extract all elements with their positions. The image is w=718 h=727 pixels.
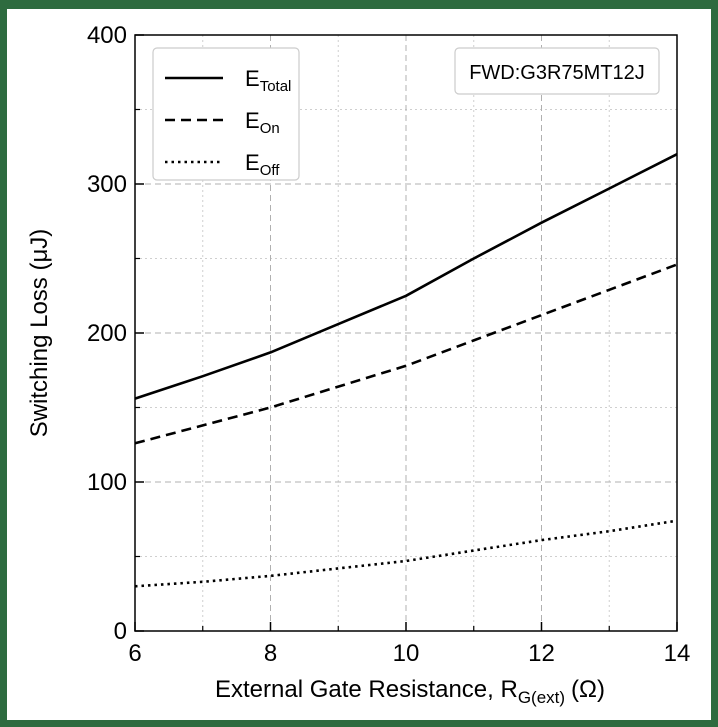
y-axis-label: Switching Loss (μJ)	[26, 229, 53, 438]
x-axis-label-unit: (Ω)	[571, 676, 605, 703]
y-tick-label: 300	[87, 171, 127, 198]
device-annotation: FWD:G3R75MT12J	[454, 47, 660, 95]
legend-label-on: EOn	[245, 108, 280, 137]
major-grid	[135, 35, 677, 631]
switching-loss-chart: 6 8 10 12 14 0 100 200 300 400 Switching Loss (μJ…	[26, 22, 690, 707]
x-tick-label: 14	[664, 640, 691, 667]
x-axis-label: External Gate Resistance, RG(ext) (Ω)	[215, 676, 605, 707]
legend-label-off: EOff	[245, 150, 280, 179]
x-axis-label-subscript: G(ext)	[518, 688, 565, 707]
legend-label-total: ETotal	[245, 66, 291, 95]
x-tick-label: 10	[393, 640, 420, 667]
annotation-box	[454, 47, 660, 95]
y-tick-label: 0	[114, 618, 127, 645]
series-layer	[134, 153, 678, 588]
x-tick-label: 12	[528, 640, 555, 667]
series-line-on	[134, 263, 678, 445]
tick-labels: 6 8 10 12 14 0 100 200 300 400	[87, 22, 690, 667]
annotation-text: FWD:G3R75MT12J	[469, 62, 645, 84]
y-tick-label: 400	[87, 22, 127, 49]
legend: ETotal EOn EOff	[152, 47, 300, 181]
y-tick-label: 100	[87, 469, 127, 496]
axis-ticks	[134, 34, 678, 632]
series-line-total	[134, 153, 678, 400]
x-tick-label: 6	[128, 640, 141, 667]
x-tick-label: 8	[264, 640, 277, 667]
y-tick-label: 200	[87, 320, 127, 347]
x-axis-label-main: External Gate Resistance, R	[215, 676, 518, 703]
legend-box	[152, 47, 300, 181]
